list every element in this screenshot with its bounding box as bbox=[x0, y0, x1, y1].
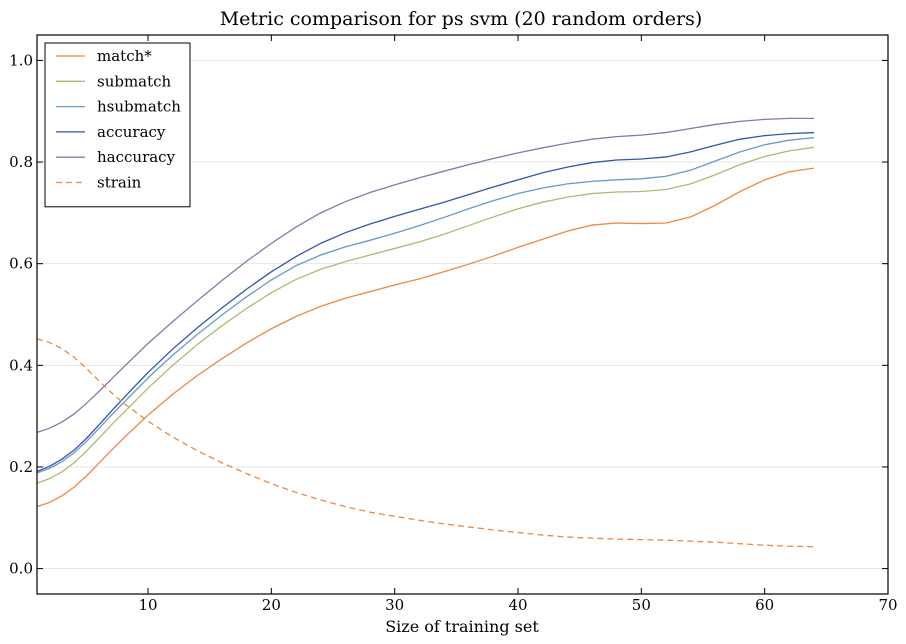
y-tick-label: 0.0 bbox=[9, 560, 33, 578]
y-tick-label: 0.2 bbox=[9, 458, 33, 476]
x-tick-label: 20 bbox=[262, 596, 281, 614]
x-axis-label: Size of training set bbox=[385, 617, 539, 636]
legend-label: submatch bbox=[97, 72, 172, 90]
x-tick-label: 50 bbox=[632, 596, 651, 614]
x-tick-label: 60 bbox=[755, 596, 774, 614]
chart-title: Metric comparison for ps svm (20 random … bbox=[220, 8, 703, 30]
plot-frame bbox=[36, 34, 889, 595]
y-tick-label: 0.6 bbox=[9, 255, 33, 273]
y-tick-label: 0.4 bbox=[9, 356, 33, 374]
x-tick-label: 40 bbox=[508, 596, 527, 614]
x-tick-label: 70 bbox=[878, 596, 897, 614]
legend-label: haccuracy bbox=[97, 148, 176, 166]
legend-label: accuracy bbox=[97, 123, 166, 141]
series-line-haccuracy bbox=[36, 117, 814, 434]
plot-area: 0.0 0.2 0.4 0.6 0.8 1.0 10 20 30 40 50 60 70 match* su… bbox=[9, 34, 898, 614]
x-tick-label: 30 bbox=[385, 596, 404, 614]
legend-label: match* bbox=[97, 47, 152, 65]
series-line-hsubmatch bbox=[36, 137, 815, 474]
x-tick-label: 10 bbox=[138, 596, 157, 614]
series-line-submatch bbox=[36, 146, 815, 484]
series-line-match bbox=[36, 167, 815, 508]
series-line-strain bbox=[36, 338, 815, 548]
legend-label: strain bbox=[97, 174, 142, 192]
y-tick-label: 0.8 bbox=[9, 153, 33, 171]
y-tick-label: 1.0 bbox=[9, 51, 33, 69]
legend-box bbox=[44, 42, 191, 208]
legend-label: hsubmatch bbox=[97, 98, 181, 116]
series-line-accuracy bbox=[36, 131, 815, 473]
